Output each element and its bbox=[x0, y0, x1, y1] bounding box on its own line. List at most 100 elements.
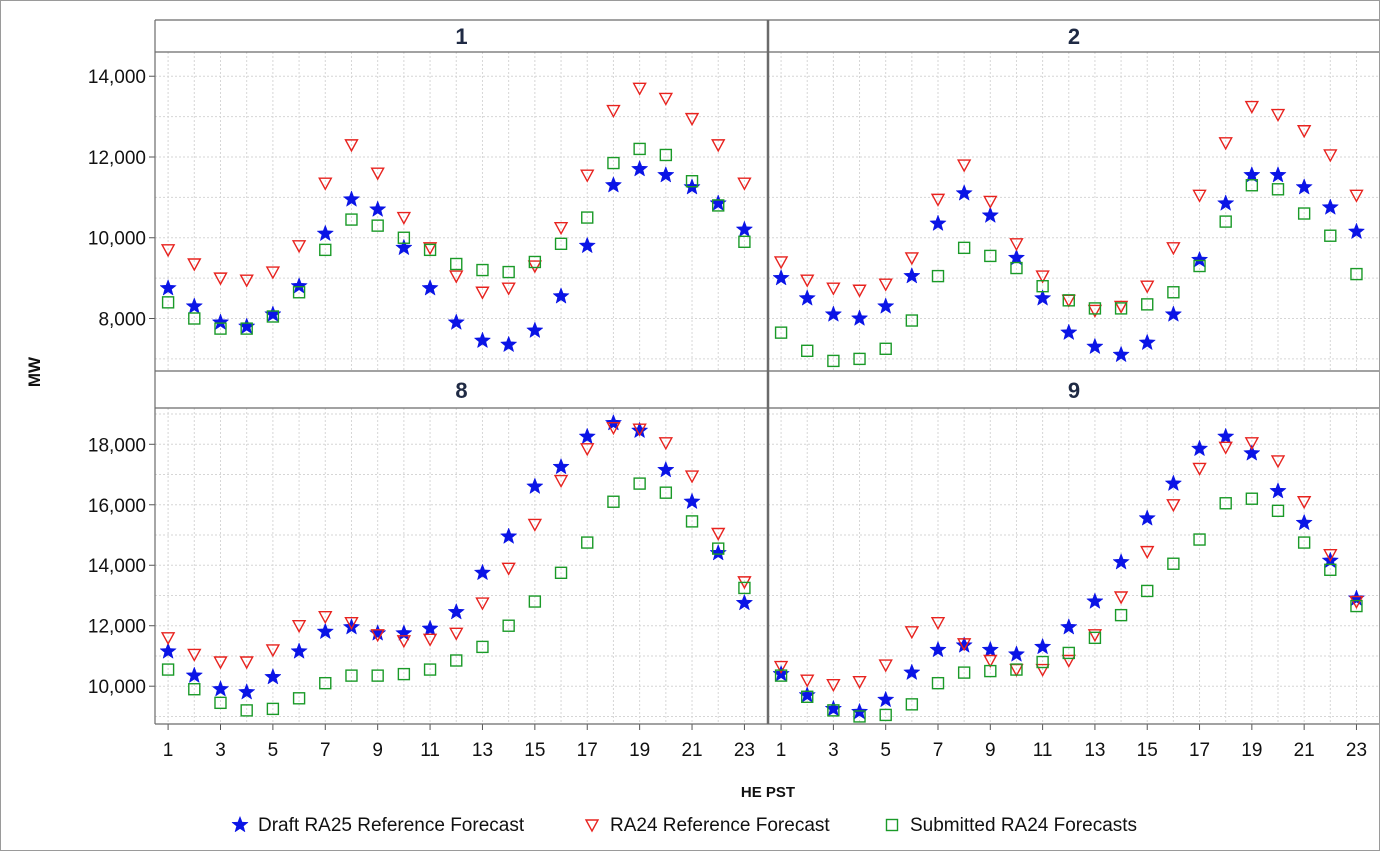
legend-label: RA24 Reference Forecast bbox=[610, 815, 830, 836]
data-point-triangle-down bbox=[1113, 300, 1129, 314]
panel-label: 2 bbox=[1068, 24, 1080, 49]
data-point-square bbox=[581, 211, 594, 224]
data-point-square bbox=[738, 235, 751, 248]
data-point-star bbox=[159, 642, 177, 659]
data-point-triangle-down bbox=[1140, 545, 1155, 560]
data-point-star bbox=[1112, 345, 1130, 363]
data-point-triangle-down bbox=[160, 632, 176, 646]
x-tick-label: 3 bbox=[215, 740, 226, 761]
y-tick-label: 16,000 bbox=[88, 496, 146, 517]
data-point-triangle-down bbox=[396, 635, 412, 649]
legend: Draft RA25 Reference Forecast RA24 Refere… bbox=[231, 815, 1137, 836]
data-point-triangle-down bbox=[475, 286, 490, 300]
data-point-star bbox=[1060, 617, 1078, 635]
data-point-triangle-down bbox=[711, 139, 726, 153]
data-point-triangle-down bbox=[930, 616, 946, 631]
data-point-square bbox=[1271, 504, 1285, 518]
data-point-triangle-down bbox=[983, 654, 998, 668]
data-point-triangle-down bbox=[1296, 125, 1312, 139]
data-point-star bbox=[1243, 444, 1261, 461]
data-point-square bbox=[1219, 497, 1232, 510]
data-point-square bbox=[345, 213, 358, 226]
data-point-triangle-down bbox=[1244, 437, 1260, 451]
data-point-triangle-down bbox=[904, 252, 920, 266]
y-tick-label: 14,000 bbox=[88, 67, 146, 88]
data-point-square bbox=[827, 354, 840, 368]
data-point-square bbox=[633, 477, 646, 490]
x-tick-label: 9 bbox=[985, 740, 996, 761]
data-point-triangle-down bbox=[711, 527, 726, 541]
data-point-square bbox=[712, 199, 725, 212]
data-point-triangle-down bbox=[265, 644, 281, 658]
data-point-triangle-down bbox=[983, 195, 998, 209]
data-point-star bbox=[1243, 166, 1261, 183]
data-point-star bbox=[1347, 222, 1366, 240]
x-tick-label: 1 bbox=[776, 740, 787, 761]
data-point-triangle-down bbox=[553, 474, 569, 489]
y-tick-label: 8,000 bbox=[98, 310, 146, 331]
data-point-star bbox=[981, 640, 1000, 658]
data-point-star bbox=[1269, 165, 1287, 183]
data-point-square bbox=[214, 322, 227, 335]
legend-marker-star bbox=[231, 815, 249, 833]
data-point-square bbox=[214, 696, 227, 710]
data-point-star bbox=[1216, 194, 1235, 211]
x-tick-label: 13 bbox=[1084, 740, 1105, 761]
x-tick-label: 15 bbox=[524, 740, 545, 761]
data-point-triangle-down bbox=[239, 274, 254, 288]
data-point-square bbox=[319, 676, 332, 690]
data-point-star bbox=[876, 297, 895, 314]
data-point-square bbox=[502, 619, 515, 632]
data-point-star bbox=[1295, 178, 1313, 195]
data-point-star bbox=[1007, 645, 1026, 662]
data-point-square bbox=[957, 241, 971, 255]
data-point-triangle-down bbox=[527, 518, 543, 532]
data-point-triangle-down bbox=[632, 82, 647, 96]
data-point-triangle-down bbox=[396, 211, 412, 226]
data-point-star bbox=[473, 331, 492, 349]
data-point-star bbox=[1033, 637, 1052, 655]
data-point-star bbox=[798, 289, 816, 306]
data-point-square bbox=[1219, 215, 1232, 228]
data-point-triangle-down bbox=[956, 638, 972, 652]
data-point-square bbox=[1350, 599, 1363, 613]
data-point-star bbox=[421, 279, 439, 296]
data-point-star bbox=[1269, 481, 1287, 499]
data-point-triangle-down bbox=[737, 177, 752, 191]
data-point-square bbox=[1114, 608, 1128, 622]
legend-marker-square bbox=[885, 818, 899, 832]
data-point-star bbox=[342, 617, 361, 635]
data-point-star bbox=[526, 321, 544, 339]
data-point-triangle-down bbox=[1192, 189, 1207, 203]
data-point-square bbox=[853, 352, 866, 366]
data-point-triangle-down bbox=[1113, 591, 1129, 605]
data-point-triangle-down bbox=[527, 260, 543, 274]
data-point-square bbox=[319, 243, 332, 257]
data-point-square bbox=[1036, 280, 1049, 293]
data-point-star bbox=[211, 679, 230, 697]
data-point-triangle-down bbox=[1323, 548, 1338, 563]
data-point-square bbox=[1141, 298, 1154, 311]
data-point-triangle-down bbox=[800, 274, 815, 288]
data-point-triangle-down bbox=[291, 620, 307, 634]
data-point-triangle-down bbox=[632, 423, 647, 437]
data-point-triangle-down bbox=[1035, 270, 1050, 284]
data-point-triangle-down bbox=[904, 626, 920, 640]
panel-strip bbox=[155, 20, 768, 52]
data-point-star bbox=[1190, 250, 1209, 268]
data-point-triangle-down bbox=[606, 421, 621, 436]
data-point-triangle-down bbox=[606, 104, 621, 119]
data-point-square bbox=[1297, 536, 1311, 549]
data-point-square bbox=[984, 249, 997, 263]
data-point-star bbox=[1138, 333, 1156, 351]
data-point-square bbox=[774, 669, 788, 682]
data-point-triangle-down bbox=[1218, 441, 1233, 455]
data-point-star bbox=[185, 297, 204, 314]
data-point-square bbox=[371, 219, 384, 232]
data-point-star bbox=[552, 457, 570, 475]
data-point-triangle-down bbox=[580, 443, 595, 457]
data-point-star bbox=[1086, 337, 1104, 355]
data-point-triangle-down bbox=[239, 656, 254, 670]
data-point-triangle-down bbox=[1087, 304, 1103, 318]
data-point-star bbox=[604, 176, 623, 193]
